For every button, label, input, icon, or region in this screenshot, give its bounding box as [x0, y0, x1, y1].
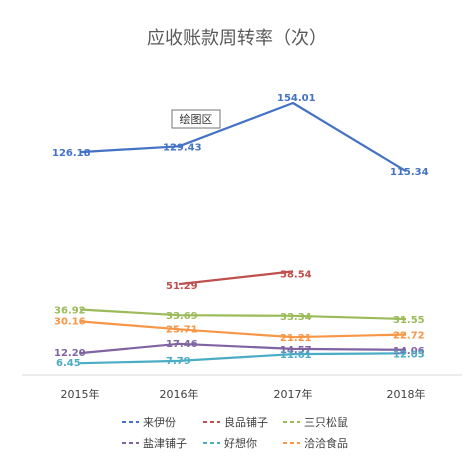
- data-label: 33.34: [280, 312, 312, 323]
- plot-area-tag-box: [171, 109, 221, 129]
- legend-item: 三只松鼠: [283, 415, 348, 429]
- data-label: 17.46: [166, 339, 198, 350]
- series-line-2: [79, 308, 407, 321]
- x-tick-label: 2018年: [387, 387, 426, 401]
- data-label: 12.05: [393, 349, 425, 360]
- data-label: 14.06: [393, 346, 425, 357]
- data-label: 14.57: [280, 345, 312, 356]
- data-label: 129.43: [163, 142, 202, 153]
- legend-label: 好想你: [224, 436, 257, 450]
- data-label: 7.79: [166, 356, 191, 367]
- series-line-1: [178, 270, 294, 286]
- data-label: 115.34: [390, 167, 429, 178]
- data-label: 154.01: [277, 93, 316, 104]
- x-tick-label: 2016年: [160, 387, 199, 401]
- legend-label: 来伊份: [143, 416, 176, 429]
- plot-area-tag-text: 绘图区: [180, 112, 213, 126]
- legend-label: 洽洽食品: [304, 436, 348, 450]
- data-label: 36.92: [54, 306, 86, 317]
- data-label: 31.55: [393, 315, 425, 326]
- data-label: 22.72: [393, 331, 425, 342]
- legend-item: 盐津铺子: [122, 437, 187, 450]
- x-tick-layer: 2015年 2016年 2017年 2018年: [61, 387, 426, 401]
- data-label: 51.29: [166, 281, 198, 292]
- legend-item: 好想你: [203, 436, 257, 450]
- data-label: 33.69: [166, 311, 198, 322]
- series-line-0: [79, 101, 407, 173]
- legend-label: 三只松鼠: [304, 415, 348, 429]
- series-layer: [79, 101, 407, 365]
- plot-area-tag: 绘图区: [171, 109, 221, 129]
- data-label: 21.21: [280, 333, 312, 344]
- x-tick-label: 2017年: [274, 387, 313, 401]
- legend-item: 洽洽食品: [283, 436, 348, 450]
- data-label: 6.45: [56, 358, 81, 369]
- legend-label: 良品铺子: [224, 415, 268, 429]
- data-label: 126.18: [52, 148, 91, 159]
- data-label-layer: 126.18129.43154.01115.3451.2958.5436.923…: [52, 93, 429, 369]
- series-line-4: [79, 352, 407, 365]
- data-label: 30.16: [54, 316, 86, 327]
- legend-item: 来伊份: [122, 416, 176, 429]
- data-label: 11.61: [280, 350, 312, 361]
- legend-item: 良品铺子: [203, 415, 268, 429]
- data-label: 12.20: [54, 348, 86, 359]
- chart-title: 应收账款周转率（次）: [147, 28, 327, 49]
- series-line-3: [79, 342, 407, 355]
- data-label: 25.71: [166, 324, 198, 335]
- series-line-5: [79, 320, 407, 339]
- data-label: 58.54: [280, 269, 312, 280]
- x-tick-label: 2015年: [61, 387, 100, 401]
- legend-label: 盐津铺子: [143, 437, 187, 450]
